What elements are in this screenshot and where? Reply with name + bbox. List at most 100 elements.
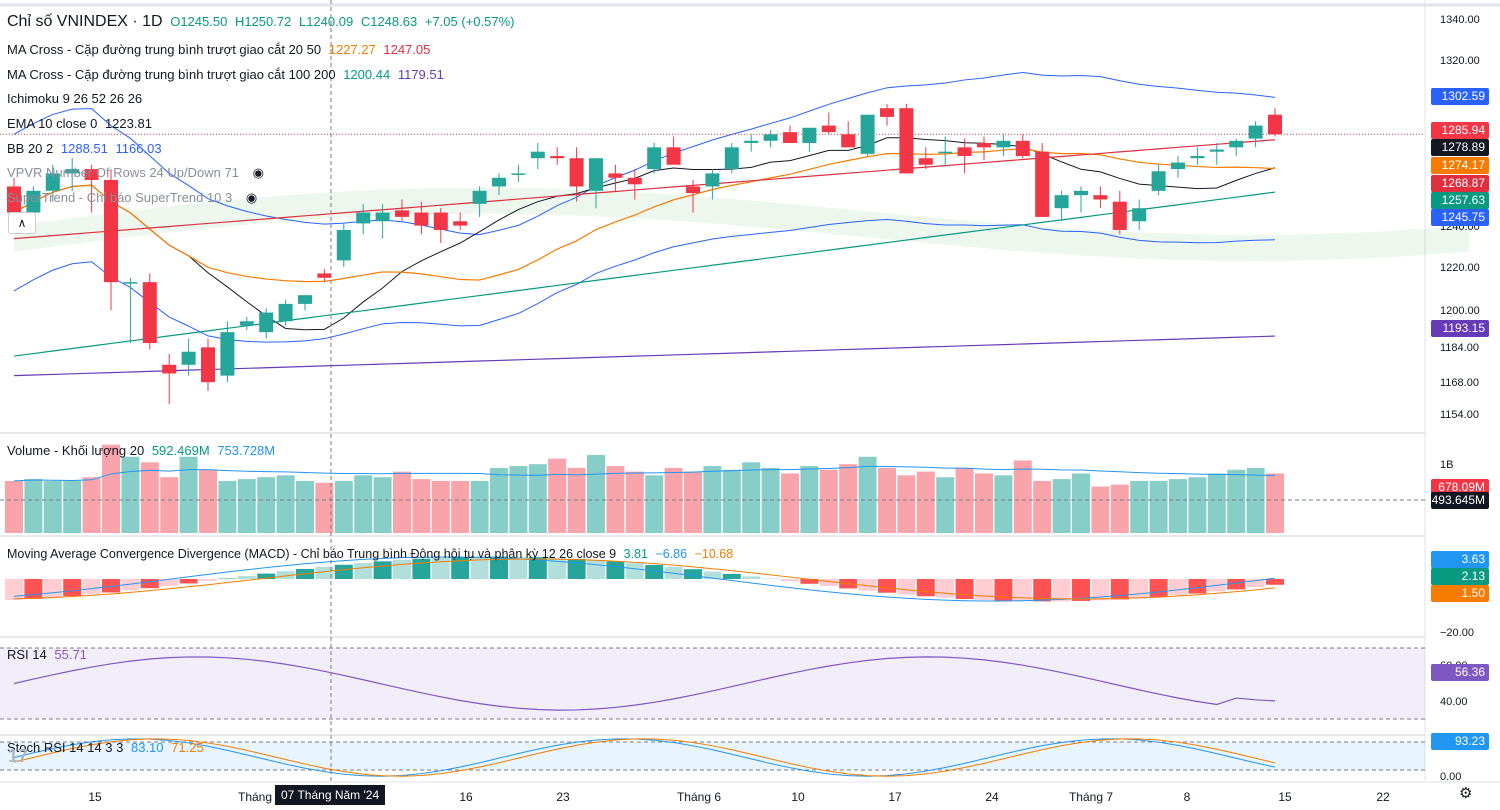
macd-histogram-bar [490,556,508,579]
legend-label: RSI 14 [7,647,47,662]
volume-bar [1013,460,1032,533]
legend-ma-20-50[interactable]: MA Cross - Cặp đường trung bình trượt gi… [7,42,434,58]
macd-histogram-bar [742,576,761,579]
candle-body [550,156,565,159]
badge-ma200: 1193.15 [1431,320,1489,337]
volume-bar [24,479,43,533]
candle-body [1054,195,1069,209]
macd-histogram-bar [63,579,82,597]
macd-histogram-bar [451,557,470,579]
legend-macd[interactable]: Moving Average Convergence Divergence (M… [7,546,737,562]
macd-histogram-bar [897,579,916,595]
candle-body [938,151,953,154]
stoch-band [0,742,1425,770]
legend-ichimoku[interactable]: Ichimoku 9 26 52 26 26 [7,91,146,107]
macd-histogram-bar [858,579,877,591]
volume-bar [742,462,761,533]
legend-rsi[interactable]: RSI 14 55.71 [7,647,91,663]
legend-volume[interactable]: Volume - Khối lượng 20 592.469M 753.728M [7,443,279,459]
eye-slash-icon[interactable]: ◉ [245,190,258,205]
candle-body [336,229,351,261]
volume-bar [237,479,256,533]
volume-bar [334,480,353,533]
legend-supertrend[interactable]: SuperTrend - Chỉ báo SuperTrend 10 3 ◉ [7,190,261,206]
candle-body [162,364,177,374]
legend-label: Ichimoku 9 26 52 26 26 [7,91,143,106]
candle-body [104,179,118,283]
volume-bar [916,471,935,533]
badge-macd: 3.63 [1431,551,1489,568]
legend-label: VPVR Number Of Rows 24 Up/Down 71 [7,165,239,180]
macd-histogram-bar [431,557,450,579]
candle-body [918,158,933,165]
legend-ma-100-200[interactable]: MA Cross - Cặp đường trung bình trượt gi… [7,67,448,83]
legend-label: SuperTrend - Chỉ báo SuperTrend 10 3 [7,190,233,205]
candle-body [1112,201,1127,230]
candle-body [1171,162,1185,170]
volume-bar [548,458,567,533]
macd-histogram-bar [43,579,62,598]
candle-body [181,351,196,365]
candle-body [356,212,371,224]
macd-histogram-bar [160,579,179,586]
candle-body [433,212,448,230]
ma20-line [13,148,1276,283]
candle-body [977,142,991,148]
badge-ma100: 1257.63 [1431,192,1489,209]
time-tick: 10 [791,790,805,804]
symbol-title[interactable]: Chỉ số VNINDEX · 1D [7,13,163,30]
candle-body [375,212,390,222]
candle-body [705,173,720,187]
badge-ema: 1278.89 [1431,139,1489,156]
ohlc-change: +7.05 (+0.57%) [424,14,515,29]
macd-histogram-bar [179,579,198,584]
macd-histogram-bar [373,561,392,579]
candle-body [1093,195,1108,200]
ohlc-open: O1245.50 [170,14,228,29]
candle-body [996,140,1011,148]
volume-bar [431,480,450,533]
macd-histogram-bar [878,579,896,593]
time-tick: 23 [556,790,570,804]
volume-bar [1072,473,1090,533]
candle-body [530,151,545,159]
macd-histogram-bar [412,558,431,579]
legend-value: 1223.81 [104,116,152,131]
volume-bar [625,471,644,533]
time-tick: Tháng [237,790,273,804]
price-tick: 1200.00 [1440,305,1480,317]
candle-body [1132,208,1147,222]
legend-stoch-rsi[interactable]: Stoch RSI 14 14 3 3 83.10 71.25 [7,740,208,756]
gear-icon[interactable]: ⚙ [1459,785,1473,802]
time-tick: Tháng 6 [676,790,722,804]
volume-bar [587,454,605,533]
macd-histogram-bar [1110,579,1129,600]
volume-bar [354,475,373,533]
macd-histogram-bar [548,557,567,579]
candle-body [259,312,274,333]
candle-body [142,282,157,344]
legend-label: Stoch RSI 14 14 3 3 [7,740,124,755]
legend-value: 71.25 [171,740,204,755]
macd-histogram-bar [1188,579,1207,594]
volume-bar [897,475,916,533]
eye-slash-icon[interactable]: ◉ [252,165,264,180]
legend-value: 592.469M [151,443,210,458]
volume-bar [257,477,276,533]
candle-body [569,158,584,187]
legend-vpvr[interactable]: VPVR Number Of Rows 24 Up/Down 71 ◉ [7,165,268,181]
time-tick: 22 [1376,790,1390,804]
legend-ema[interactable]: EMA 10 close 0 1223.81 [7,116,156,132]
candle-body [7,186,21,213]
legend-bb[interactable]: BB 20 2 1288.51 1166.03 [7,141,166,157]
volume-bar [722,469,741,533]
legend-label: EMA 10 close 0 [7,116,98,131]
time-tick: 16 [459,790,473,804]
candle-body [298,295,312,304]
badge-ma50: 1268.87 [1431,175,1489,192]
collapse-legend-button[interactable]: ∧ [8,212,36,234]
candle-body [1015,140,1030,157]
macd-histogram-bar [276,571,295,579]
candle-body [201,347,215,383]
